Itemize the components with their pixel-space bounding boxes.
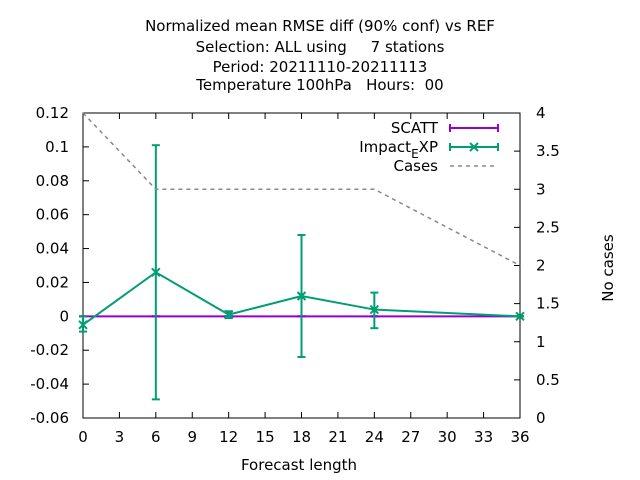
y2-tick-label: 2.5 [536, 218, 560, 236]
chart-title-line-1: Normalized mean RMSE diff (90% conf) vs … [145, 17, 495, 35]
y2-tick-label: 1 [536, 333, 546, 351]
axes-layer: 0 3 6 9 12 15 18 21 24 27 30 33 36-0.06-0.04-0.0200.… [30, 104, 560, 446]
y-tick-label: -0.02 [30, 341, 69, 359]
y2-tick-label: 0.5 [536, 371, 560, 389]
data-point-impact-exp [369, 304, 380, 315]
chart-title-line-4: Temperature 100hPa Hours: 00 [196, 76, 444, 94]
chart-title-line-3: Period: 20211110-20211113 [212, 58, 428, 76]
series-layer [78, 112, 525, 401]
y-tick-label: 0.02 [36, 273, 69, 291]
y-tick-label: 0.08 [36, 172, 69, 190]
x-tick-label: 6 [151, 428, 161, 446]
series-line-cases [82, 112, 521, 267]
x-tick-label: 0 [78, 428, 88, 446]
x-tick-label: 27 [401, 428, 420, 446]
x-tick-label: 36 [510, 428, 529, 446]
y-tick-label: 0.06 [36, 206, 69, 224]
y-tick-label: 0.1 [45, 138, 69, 156]
y2-tick-label: 2 [536, 257, 546, 275]
chart-title-line-2: Selection: ALL using 7 stations [195, 38, 445, 56]
data-point-impact-exp [515, 311, 525, 322]
x-axis-label: Forecast length [240, 456, 358, 474]
series-line-impact-exp [82, 271, 521, 326]
x-tick-label: 18 [292, 428, 311, 446]
x-tick-label: 3 [115, 428, 125, 446]
y2-tick-label: 1.5 [536, 295, 560, 313]
y-tick-label: 0.12 [36, 104, 69, 122]
x-tick-label: 12 [219, 428, 238, 446]
data-point-impact-exp [78, 320, 88, 330]
y2-tick-label: 4 [536, 104, 546, 122]
y2-tick-label: 3.5 [536, 142, 560, 160]
y-tick-label: 0 [59, 307, 69, 325]
data-point-impact-exp [151, 267, 161, 277]
x-tick-label: 33 [474, 428, 493, 446]
y-tick-label: -0.06 [30, 409, 69, 427]
x-tick-label: 15 [256, 428, 275, 446]
legend-label-cases: Cases [393, 157, 438, 175]
x-tick-label: 30 [438, 428, 457, 446]
legend-label-scatt: SCATT [391, 119, 439, 137]
y2-tick-label: 0 [536, 409, 546, 427]
y-tick-label: -0.04 [30, 375, 69, 393]
x-tick-label: 21 [328, 428, 347, 446]
data-point-impact-exp [223, 309, 234, 320]
y2-tick-label: 3 [536, 180, 546, 198]
x-tick-label: 9 [187, 428, 197, 446]
x-tick-label: 24 [365, 428, 384, 446]
legend-label-impact-exp: ImpactEXP [359, 138, 438, 161]
data-point-impact-exp [296, 291, 307, 301]
y2-axis-label: No cases [599, 234, 617, 302]
y-tick-label: 0.04 [36, 240, 69, 258]
legend-marker-impact-exp [469, 142, 479, 152]
